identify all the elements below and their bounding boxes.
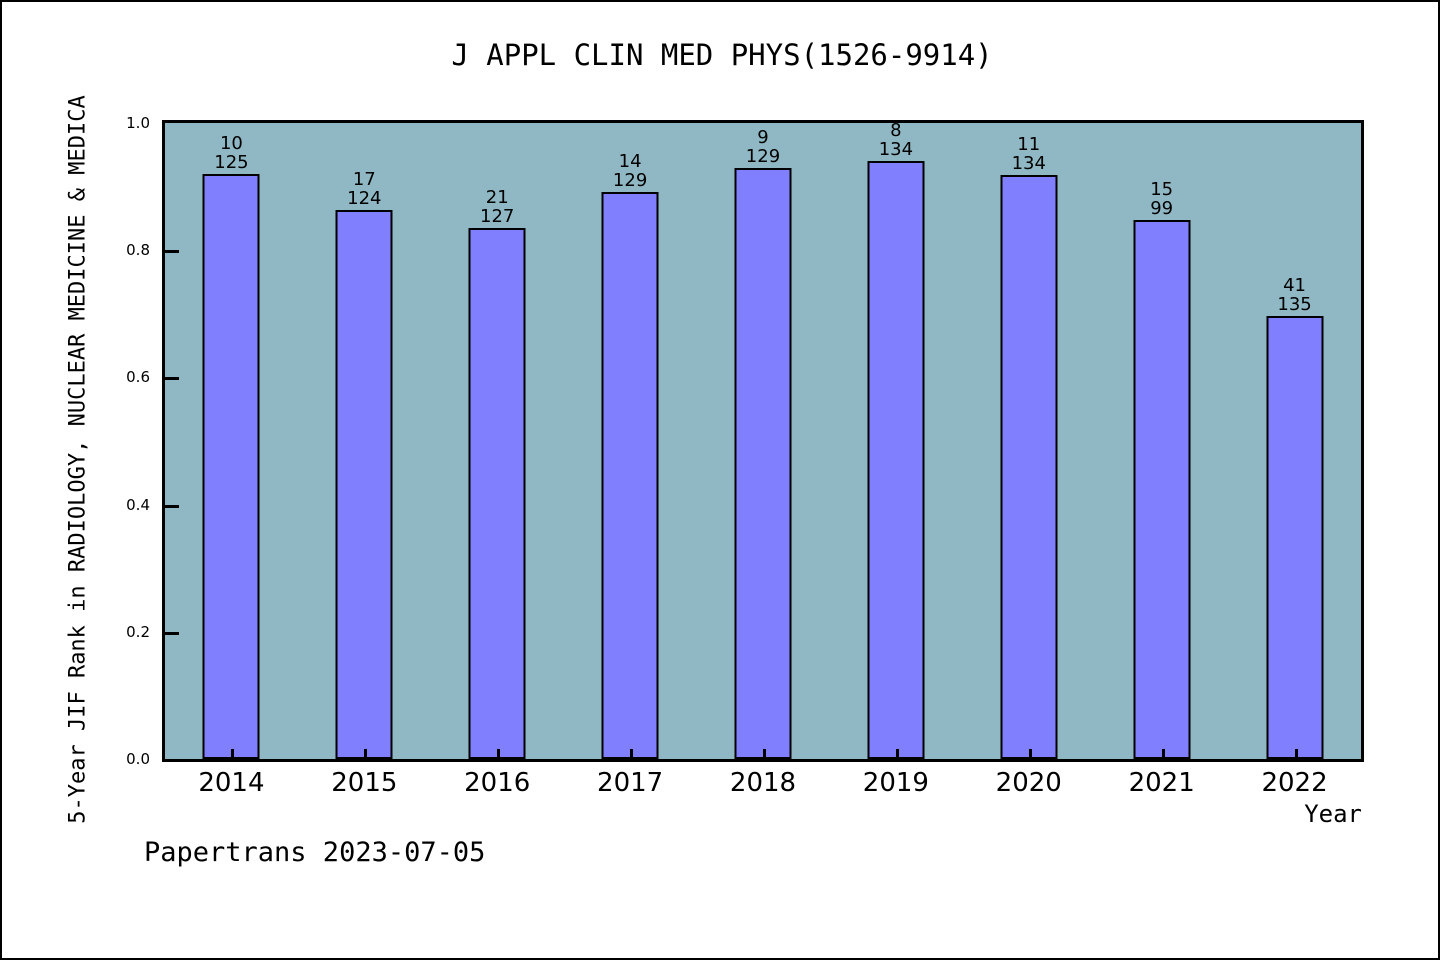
y-axis-title-text: 5-Year JIF Rank in RADIOLOGY, NUCLEAR ME… xyxy=(65,95,91,824)
bar-value-label: 41 135 xyxy=(1277,276,1311,314)
y-tick-label-1.0: 1.0 xyxy=(126,114,150,132)
x-tick-label-2018: 2018 xyxy=(729,768,797,798)
bar-2018[interactable] xyxy=(734,167,792,759)
bar-rank-value: 14 xyxy=(618,151,642,173)
y-tick-label-0.2: 0.2 xyxy=(126,622,150,641)
bar-total-value: 125 xyxy=(214,151,249,173)
x-tick-mark xyxy=(895,749,899,759)
x-tick-label-2021: 2021 xyxy=(1128,768,1195,798)
y-tick-mark xyxy=(165,631,179,635)
bar-rank-value: 41 xyxy=(1283,275,1306,297)
bar-total-value: 129 xyxy=(745,145,781,167)
x-tick-label-2020: 2020 xyxy=(995,768,1062,798)
x-tick-mark xyxy=(763,749,766,759)
bar-total-value: 135 xyxy=(1277,294,1312,316)
bar-slot: 8 134 xyxy=(829,121,962,759)
bar-rank-value: 11 xyxy=(1017,134,1041,156)
bar-total-value: 124 xyxy=(347,188,382,210)
chart-title: J APPL CLIN MED PHYS(1526-9914) xyxy=(451,38,993,72)
bar-2022[interactable] xyxy=(1266,316,1324,759)
y-tick-label-0.6: 0.6 xyxy=(126,368,150,387)
footer-credit: Papertrans 2023-07-05 xyxy=(144,837,486,868)
plot-area: 10 125 17 124 21 127 14 129 9 129 8 134 11 134 15 99 41 1… xyxy=(162,120,1364,762)
bar-total-value: 134 xyxy=(878,139,914,161)
x-tick-mark xyxy=(1028,749,1032,759)
bar-value-label: 17 124 xyxy=(347,170,381,208)
x-tick-mark xyxy=(1161,749,1165,759)
bar-2015[interactable] xyxy=(335,210,393,759)
x-tick-label-2019: 2019 xyxy=(862,768,929,798)
x-tick-label-2014: 2014 xyxy=(198,768,265,798)
bar-value-label: 14 129 xyxy=(613,152,647,190)
bar-total-value: 99 xyxy=(1150,197,1174,219)
bar-2021[interactable] xyxy=(1133,219,1191,759)
bar-rank-value: 21 xyxy=(485,186,509,208)
bar-value-label: 15 99 xyxy=(1150,180,1173,218)
bar-total-value: 127 xyxy=(480,205,515,227)
y-tick-mark xyxy=(165,377,179,381)
bar-rank-value: 10 xyxy=(219,132,243,154)
x-tick-label-2016: 2016 xyxy=(464,768,531,798)
bar-2017[interactable] xyxy=(601,192,659,759)
bar-slot: 21 127 xyxy=(431,123,564,759)
bar-series: 10 125 17 124 21 127 14 129 9 129 8 134 11 134 15 99 41 1… xyxy=(165,121,1361,759)
bar-value-label: 9 129 xyxy=(746,128,780,166)
bar-2020[interactable] xyxy=(1000,175,1058,759)
bar-slot: 15 99 xyxy=(1095,123,1228,759)
x-tick-mark xyxy=(630,749,634,759)
x-tick-mark xyxy=(497,749,501,759)
bar-slot: 17 124 xyxy=(298,123,431,759)
x-axis-title: Year xyxy=(1304,800,1362,828)
x-tick-label-2015: 2015 xyxy=(331,768,398,798)
x-tick-mark xyxy=(1294,749,1298,759)
bar-rank-value: 17 xyxy=(352,169,376,191)
bar-total-value: 134 xyxy=(1011,153,1046,175)
x-tick-mark xyxy=(364,749,368,759)
bar-value-label: 8 134 xyxy=(879,121,913,159)
bar-slot: 41 135 xyxy=(1228,123,1361,759)
bar-2014[interactable] xyxy=(202,173,260,759)
y-tick-label-0.0: 0.0 xyxy=(126,750,150,768)
bar-rank-value: 15 xyxy=(1150,178,1174,200)
x-tick-mark xyxy=(231,749,235,759)
y-tick-mark xyxy=(165,250,179,254)
y-tick-label-0.8: 0.8 xyxy=(126,241,150,260)
y-tick-mark xyxy=(165,504,179,508)
y-tick-label-0.4: 0.4 xyxy=(126,495,150,514)
bar-2019[interactable] xyxy=(867,161,925,759)
bar-slot: 11 134 xyxy=(962,123,1095,759)
bar-2016[interactable] xyxy=(468,227,526,759)
x-tick-label-2017: 2017 xyxy=(597,768,664,798)
bar-value-label: 21 127 xyxy=(480,188,514,226)
bar-total-value: 129 xyxy=(612,170,648,192)
bar-rank-value: 9 xyxy=(757,126,769,148)
bar-value-label: 11 134 xyxy=(1012,135,1046,173)
bar-slot: 14 129 xyxy=(564,123,697,759)
bar-slot: 10 125 xyxy=(165,123,298,759)
bar-value-label: 10 125 xyxy=(214,134,248,172)
bar-rank-value: 8 xyxy=(890,120,902,142)
bar-slot: 9 129 xyxy=(697,123,830,759)
x-tick-label-2022: 2022 xyxy=(1261,768,1328,798)
